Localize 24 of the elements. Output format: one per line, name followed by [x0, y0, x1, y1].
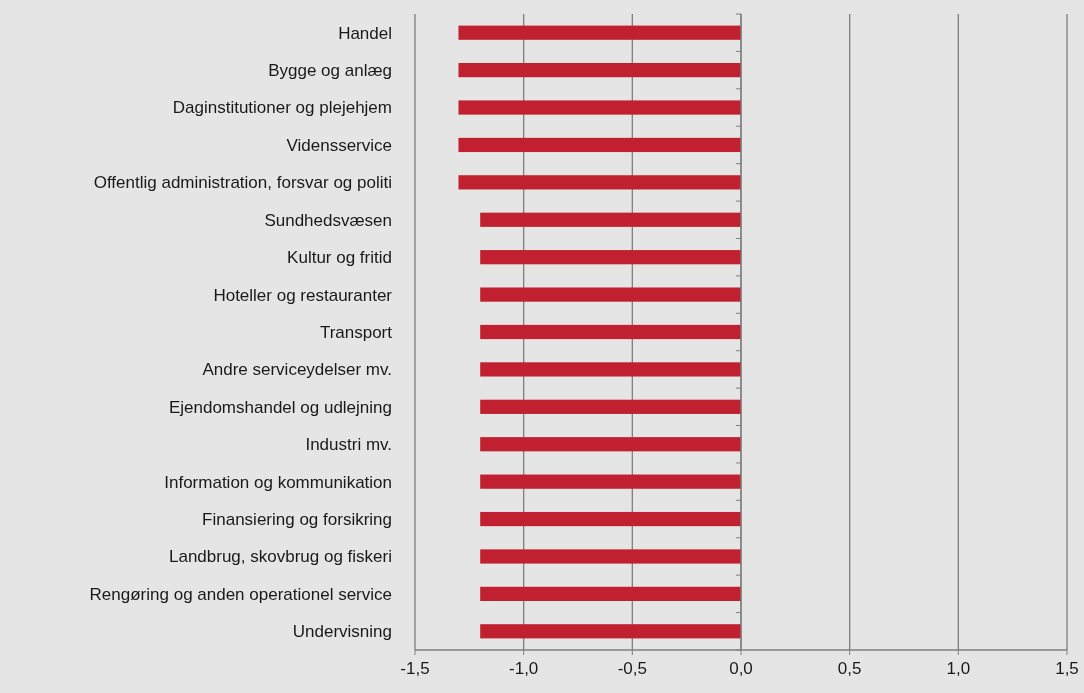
y-tick-label: Handel — [338, 23, 392, 43]
y-tick-label: Bygge og anlæg — [268, 61, 392, 81]
y-tick-label: Kultur og fritid — [287, 248, 392, 268]
y-tick-label: Andre serviceydelser mv. — [202, 360, 392, 380]
y-tick-label: Ejendomshandel og udlejning — [168, 397, 392, 417]
y-tick-label: Rengøring og anden operationel service — [89, 584, 392, 604]
y-tick-label: Transport — [319, 322, 393, 342]
y-tick-label: Landbrug, skovbrug og fiskeri — [168, 547, 392, 567]
x-tick-label: -0,5 — [617, 659, 647, 678]
y-tick-label: Sundhedsvæsen — [264, 210, 392, 230]
y-tick-label: Finansiering og forsikring — [202, 510, 392, 530]
y-tick-label: Information og kommunikation — [164, 472, 392, 492]
y-tick-label: Daginstitutioner og plejehjem — [172, 98, 392, 118]
x-tick-label: 1,0 — [946, 659, 971, 678]
y-tick-label: Industri mv. — [305, 435, 392, 455]
y-tick-label: Undervisning — [292, 622, 392, 642]
x-tick-label: -1,5 — [400, 659, 430, 678]
x-tick-label: 0,5 — [837, 659, 862, 678]
y-tick-label: Hoteller og restauranter — [213, 285, 393, 305]
x-tick-label: -1,0 — [509, 659, 539, 678]
y-tick-label: Vidensservice — [286, 135, 392, 155]
x-tick-label: 0,0 — [729, 659, 753, 678]
y-tick-label: Offentlig administration, forsvar og politi — [93, 173, 392, 193]
x-tick-label: 1,5 — [1055, 659, 1079, 678]
